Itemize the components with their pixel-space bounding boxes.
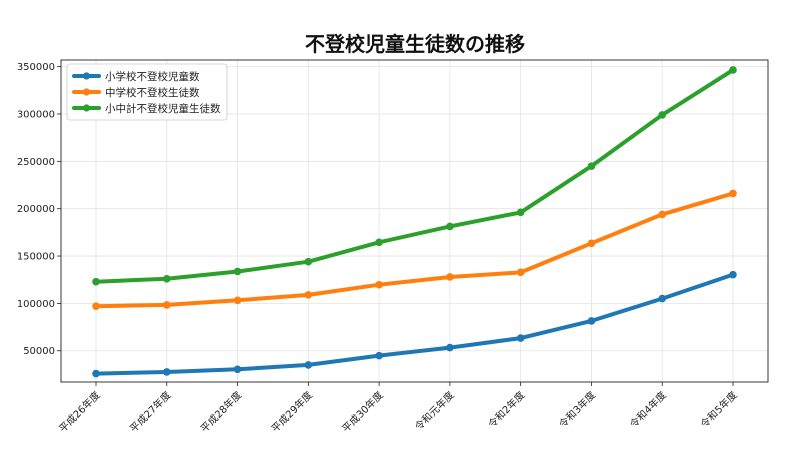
series-line-0	[94, 272, 735, 376]
x-tick-label: 令和3年度	[556, 388, 598, 430]
series-0-point-8	[658, 294, 667, 303]
series-0-point-2	[233, 365, 242, 374]
y-tick-label: 250000	[17, 157, 55, 168]
legend-marker-1	[82, 88, 91, 96]
series-0-point-5	[446, 343, 454, 352]
series-0-point-7	[587, 317, 596, 325]
x-tick-label: 平成27年度	[127, 388, 173, 434]
series-1-point-1	[162, 301, 171, 309]
legend-label: 中学校不登校生徒数	[105, 86, 200, 99]
series-2-point-8	[658, 111, 667, 119]
legend-label: 小中計不登校児童生徒数	[105, 102, 221, 115]
legend-marker-2	[82, 104, 91, 112]
series-1-point-3	[304, 291, 313, 299]
legend-box	[66, 63, 228, 121]
y-tick-label: 200000	[17, 204, 55, 215]
series-0-point-6	[516, 334, 525, 342]
series-0-point-0	[92, 369, 100, 378]
series-2-point-6	[516, 208, 525, 217]
series-1-point-5	[446, 273, 454, 281]
series-1-point-9	[729, 189, 737, 198]
series-0-point-3	[304, 361, 313, 369]
x-tick-label: 平成26年度	[56, 388, 102, 434]
series-2-point-7	[587, 162, 596, 170]
legend-label: 小学校不登校児童数	[105, 70, 200, 83]
x-tick-label: 平成30年度	[339, 388, 385, 434]
series-2-point-2	[233, 267, 242, 276]
series-0-point-9	[729, 270, 737, 279]
y-tick-label: 50000	[23, 346, 55, 357]
series-line-2	[94, 68, 735, 284]
y-tick-label: 100000	[17, 299, 55, 310]
series-2-point-3	[304, 257, 313, 266]
series-2-point-0	[92, 277, 100, 286]
legend-marker-0	[82, 72, 91, 80]
x-tick-label: 令和元年度	[412, 388, 457, 433]
series-1-point-6	[516, 268, 525, 277]
series-0-point-4	[375, 351, 383, 360]
series-1-point-4	[375, 280, 383, 289]
series-1-point-2	[233, 296, 242, 305]
series-0-point-1	[162, 368, 171, 376]
y-tick-label: 150000	[17, 252, 55, 263]
plot-frame	[60, 59, 769, 383]
x-tick-label: 令和5年度	[698, 388, 740, 430]
series-2-point-9	[729, 66, 737, 74]
series-1-point-8	[658, 210, 667, 219]
series-1-point-0	[92, 302, 100, 311]
chart-title: 不登校児童生徒数の推移	[305, 32, 525, 56]
series-2-point-1	[162, 274, 171, 283]
series-1-point-7	[587, 239, 596, 248]
x-tick-label: 令和4年度	[627, 388, 669, 430]
y-tick-label: 300000	[17, 109, 55, 120]
x-tick-label: 平成28年度	[198, 388, 244, 434]
series-2-point-4	[375, 238, 383, 247]
series-line-1	[94, 191, 735, 309]
x-tick-label: 令和2年度	[485, 388, 527, 430]
x-tick-label: 平成29年度	[269, 388, 315, 434]
y-tick-label: 350000	[17, 62, 55, 73]
series-2-point-5	[446, 222, 454, 231]
